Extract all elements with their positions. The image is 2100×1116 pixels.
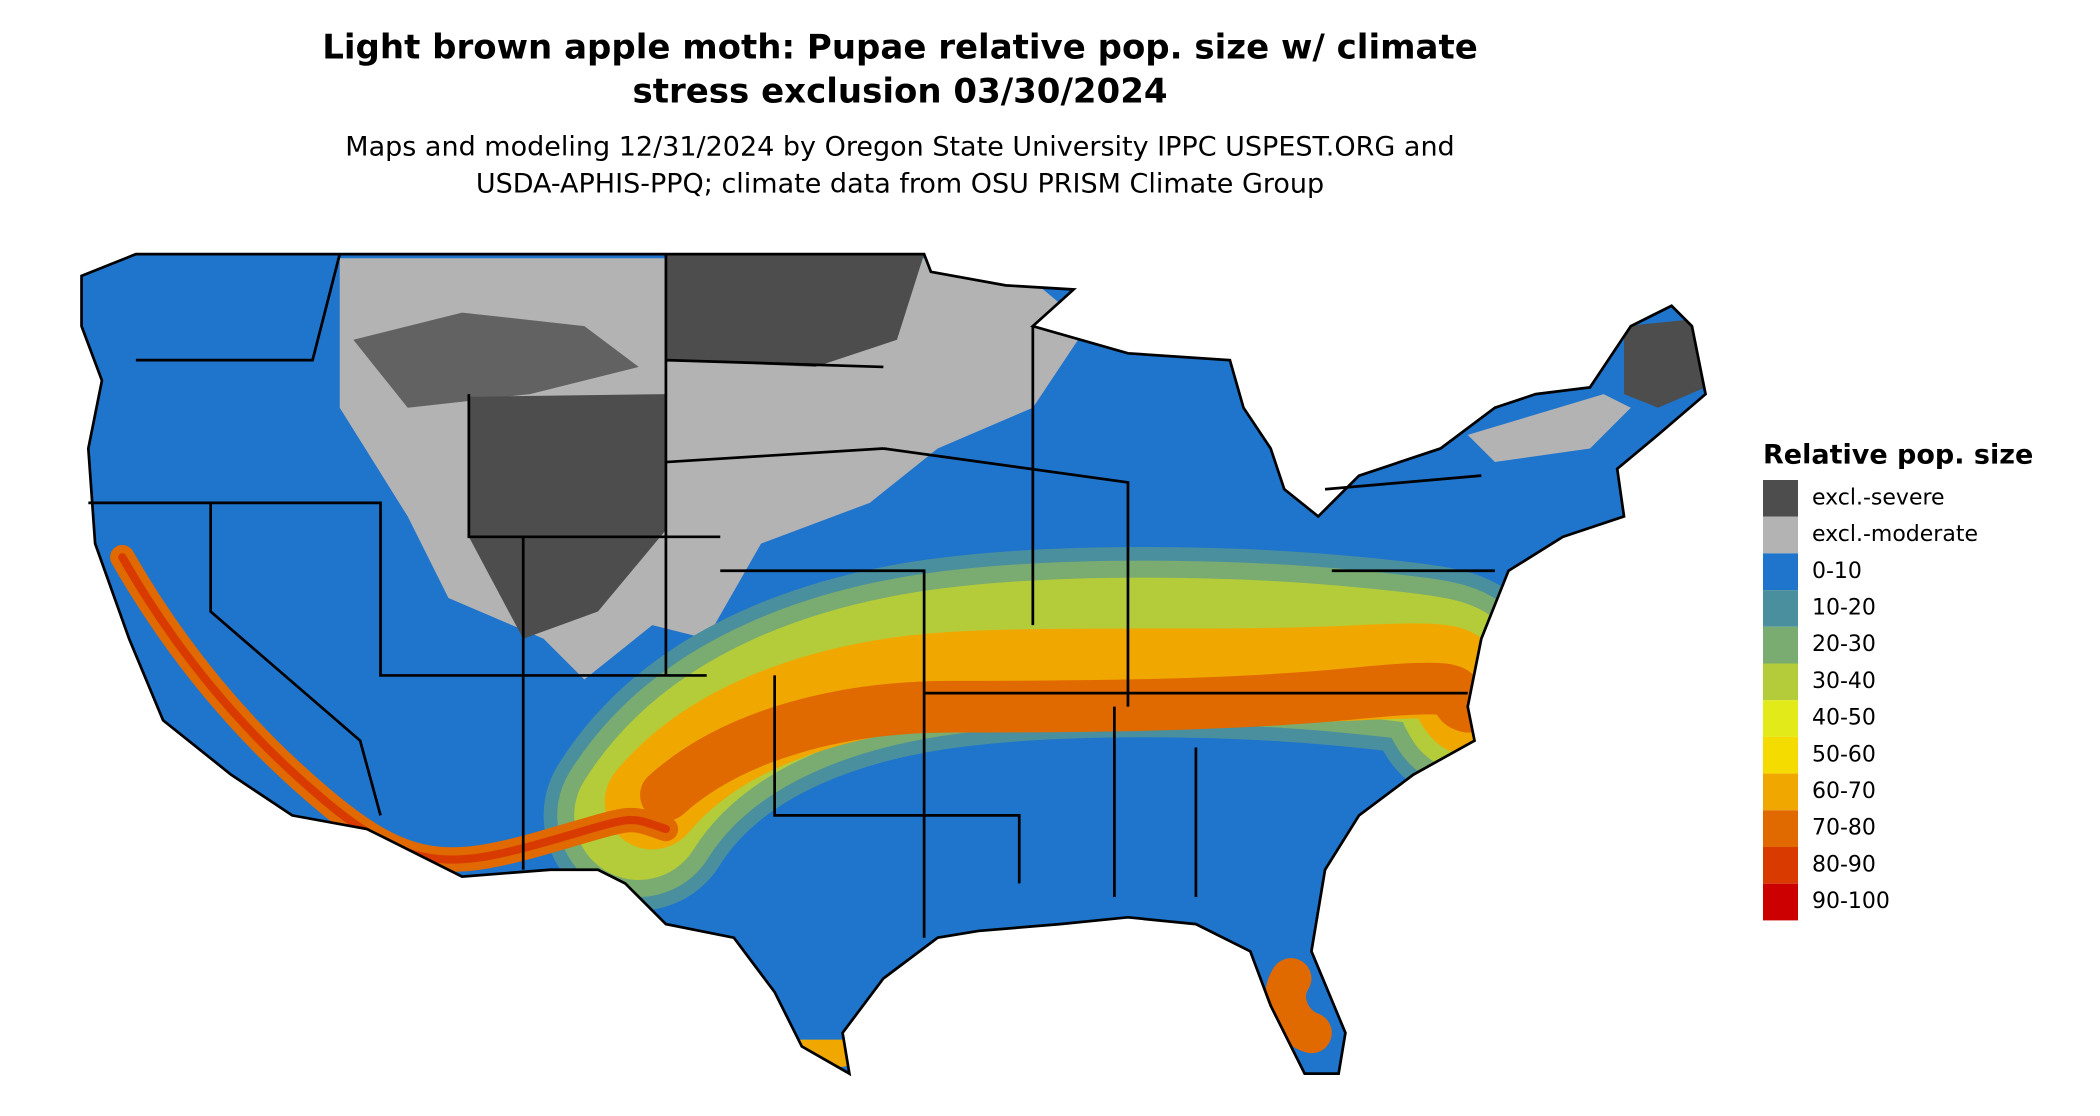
legend-swatch bbox=[1763, 480, 1798, 517]
legend-swatch bbox=[1763, 883, 1798, 921]
legend-label: 10-20 bbox=[1812, 595, 1876, 620]
legend-swatch bbox=[1763, 516, 1798, 554]
subtitle-line: Maps and modeling 12/31/2024 by Oregon S… bbox=[345, 132, 1454, 163]
title-line: stress exclusion 03/30/2024 bbox=[632, 72, 1167, 112]
legend-label: 20-30 bbox=[1812, 632, 1876, 657]
legend-label: 60-70 bbox=[1812, 779, 1876, 804]
subtitle-line: USDA-APHIS-PPQ; climate data from OSU PR… bbox=[476, 169, 1324, 200]
state-borders bbox=[80, 252, 1707, 1075]
legend-swatch bbox=[1763, 663, 1798, 701]
legend-label: 30-40 bbox=[1812, 669, 1876, 694]
legend-swatch bbox=[1763, 847, 1798, 884]
title-line: Light brown apple moth: Pupae relative p… bbox=[322, 28, 1478, 68]
region bbox=[353, 312, 639, 408]
legend-swatch bbox=[1763, 700, 1798, 737]
region bbox=[1467, 394, 1631, 463]
legend-title: Relative pop. size bbox=[1763, 440, 2033, 471]
legend-label: 50-60 bbox=[1812, 742, 1876, 767]
legend-swatch bbox=[1763, 736, 1798, 774]
legend-swatch bbox=[1763, 810, 1798, 847]
legend-label: 90-100 bbox=[1812, 889, 1890, 914]
legend-swatch bbox=[1763, 553, 1798, 591]
legend-swatch bbox=[1763, 773, 1798, 811]
legend-label: excl.-moderate bbox=[1812, 522, 1978, 547]
legend: excl.-severe excl.-moderate 0-10 10-20 20-30… bbox=[1763, 480, 1978, 921]
legend-label: 80-90 bbox=[1812, 852, 1876, 877]
legend-label: 0-10 bbox=[1812, 559, 1862, 584]
legend-swatch bbox=[1763, 626, 1798, 664]
warm-band bbox=[110, 544, 1563, 1067]
legend-label: excl.-severe bbox=[1812, 485, 1945, 510]
legend-label: 40-50 bbox=[1812, 706, 1876, 731]
region bbox=[1624, 319, 1706, 408]
region bbox=[665, 254, 925, 367]
legend-label: 70-80 bbox=[1812, 816, 1876, 841]
legend-swatch bbox=[1763, 590, 1798, 627]
region bbox=[468, 394, 666, 639]
